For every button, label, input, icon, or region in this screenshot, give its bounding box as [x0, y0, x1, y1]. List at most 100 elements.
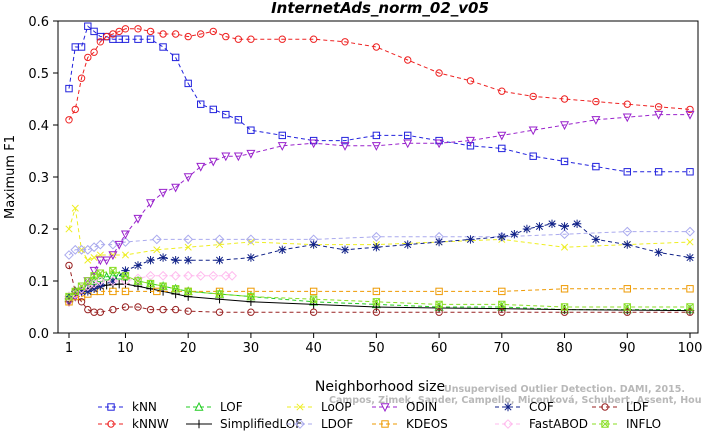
- data-point-LDF: [159, 305, 167, 314]
- legend-label: ODIN: [406, 400, 437, 414]
- data-point-kNNW: [159, 30, 167, 38]
- series-LDOF: [64, 226, 695, 260]
- data-point-COF: [215, 256, 224, 265]
- data-point-kNNW: [498, 87, 506, 95]
- data-point-kNN: [234, 116, 243, 124]
- data-point-KDEOS: [372, 287, 381, 296]
- data-point-INFLO: [71, 287, 79, 296]
- data-point-LoOP: [71, 204, 79, 212]
- data-point-LDF: [65, 261, 73, 270]
- data-point-kNNW: [372, 43, 381, 51]
- data-point-KDEOS: [247, 287, 255, 296]
- data-point-kNNW: [84, 53, 92, 62]
- x-tick-label: 80: [556, 341, 573, 356]
- data-point-COF: [108, 276, 118, 286]
- legend-item-LDF: LDF: [592, 400, 649, 414]
- x-axis-label: Neighborhood size: [315, 379, 445, 395]
- data-point-COF: [623, 240, 632, 249]
- data-point-FastABOD: [158, 270, 168, 281]
- data-point-SimplifiedLOF: [246, 297, 256, 306]
- data-point-LDF: [77, 298, 86, 306]
- data-point-INFLO: [77, 282, 86, 290]
- data-point-ODIN: [403, 139, 413, 149]
- y-tick-label: 0.3: [28, 171, 49, 186]
- legend-label: KDEOS: [406, 417, 448, 431]
- data-point-kNNW: [623, 100, 631, 108]
- data-point-COF: [466, 235, 475, 244]
- x-tick-label: 100: [678, 341, 702, 356]
- data-point-ODIN: [371, 142, 381, 151]
- data-point-ODIN: [89, 266, 99, 276]
- data-point-kNN: [498, 144, 506, 153]
- data-point-INFLO: [247, 292, 255, 301]
- data-point-FastABOD: [195, 270, 206, 281]
- data-point-kNN: [184, 79, 192, 88]
- series-line-kNNW: [68, 28, 691, 121]
- legend-swatch-marker: [503, 419, 513, 429]
- data-point-LDOF: [246, 234, 256, 245]
- data-point-KDEOS: [560, 285, 569, 293]
- data-point-LDOF: [108, 239, 118, 250]
- data-point-COF: [535, 222, 544, 231]
- legend-item-LoOP: LoOP: [287, 400, 352, 414]
- data-point-kNN: [404, 131, 412, 140]
- legend-swatch-marker: [381, 420, 389, 428]
- y-tick-label: 0.1: [28, 275, 49, 290]
- data-point-LDOF: [64, 250, 74, 260]
- series-kNN: [65, 22, 694, 176]
- series-FastABOD: [64, 270, 237, 302]
- data-point-kNN: [592, 162, 600, 171]
- data-point-KDEOS: [498, 287, 506, 296]
- data-point-LDF: [247, 308, 255, 316]
- data-point-kNNW: [222, 32, 230, 41]
- legend-item-INFLO: INFLO: [592, 417, 661, 431]
- data-point-kNNW: [560, 95, 569, 103]
- data-point-LDF: [435, 308, 443, 316]
- data-point-kNNW: [71, 105, 79, 114]
- data-point-kNNW: [247, 35, 255, 43]
- legend-label: LOF: [220, 400, 243, 414]
- x-tick-label: 1: [65, 341, 73, 356]
- data-point-kNNW: [134, 25, 142, 33]
- data-point-LoOP: [215, 241, 224, 249]
- data-point-COF: [246, 253, 256, 262]
- data-point-COF: [309, 240, 318, 249]
- data-point-kNNW: [592, 97, 600, 106]
- data-point-ODIN: [208, 157, 218, 167]
- x-tick-label: 70: [494, 341, 511, 356]
- data-point-LDF: [686, 308, 694, 316]
- legend-label: SimplifiedLOF: [220, 417, 302, 431]
- data-point-ODIN: [196, 162, 206, 172]
- x-tick-label: 90: [619, 341, 636, 356]
- data-point-FastABOD: [108, 276, 118, 286]
- data-point-kNNW: [146, 27, 155, 36]
- data-point-ODIN: [120, 230, 130, 240]
- series-LDF: [65, 261, 694, 316]
- legend-swatch-marker: [296, 403, 304, 411]
- data-point-COF: [133, 261, 143, 270]
- x-tick-label: 50: [368, 341, 385, 356]
- legend-item-LOF: LOF: [186, 400, 243, 414]
- y-axis-label: Maximum F1: [3, 135, 18, 219]
- data-point-INFLO: [159, 282, 167, 290]
- data-point-kNN: [121, 35, 130, 43]
- data-point-ODIN: [309, 139, 319, 149]
- data-point-FastABOD: [133, 273, 143, 284]
- legend-item-ODIN: ODIN: [372, 400, 437, 414]
- legend-swatch-marker: [107, 403, 115, 411]
- data-point-kNN: [341, 136, 349, 145]
- data-point-kNN: [466, 142, 475, 150]
- data-point-LoOP: [153, 246, 161, 254]
- data-point-ODIN: [233, 152, 243, 162]
- data-point-INFLO: [498, 300, 506, 309]
- data-point-kNN: [171, 53, 180, 62]
- data-point-LDF: [215, 308, 224, 316]
- legend-item-COF: COF: [495, 400, 554, 414]
- x-tick-label: 20: [180, 341, 197, 356]
- data-point-INFLO: [309, 295, 318, 303]
- data-point-COF: [372, 243, 381, 252]
- data-point-ODIN: [158, 188, 168, 198]
- data-point-kNNW: [65, 116, 73, 124]
- data-point-kNNW: [234, 35, 243, 43]
- data-point-LDOF: [151, 234, 162, 245]
